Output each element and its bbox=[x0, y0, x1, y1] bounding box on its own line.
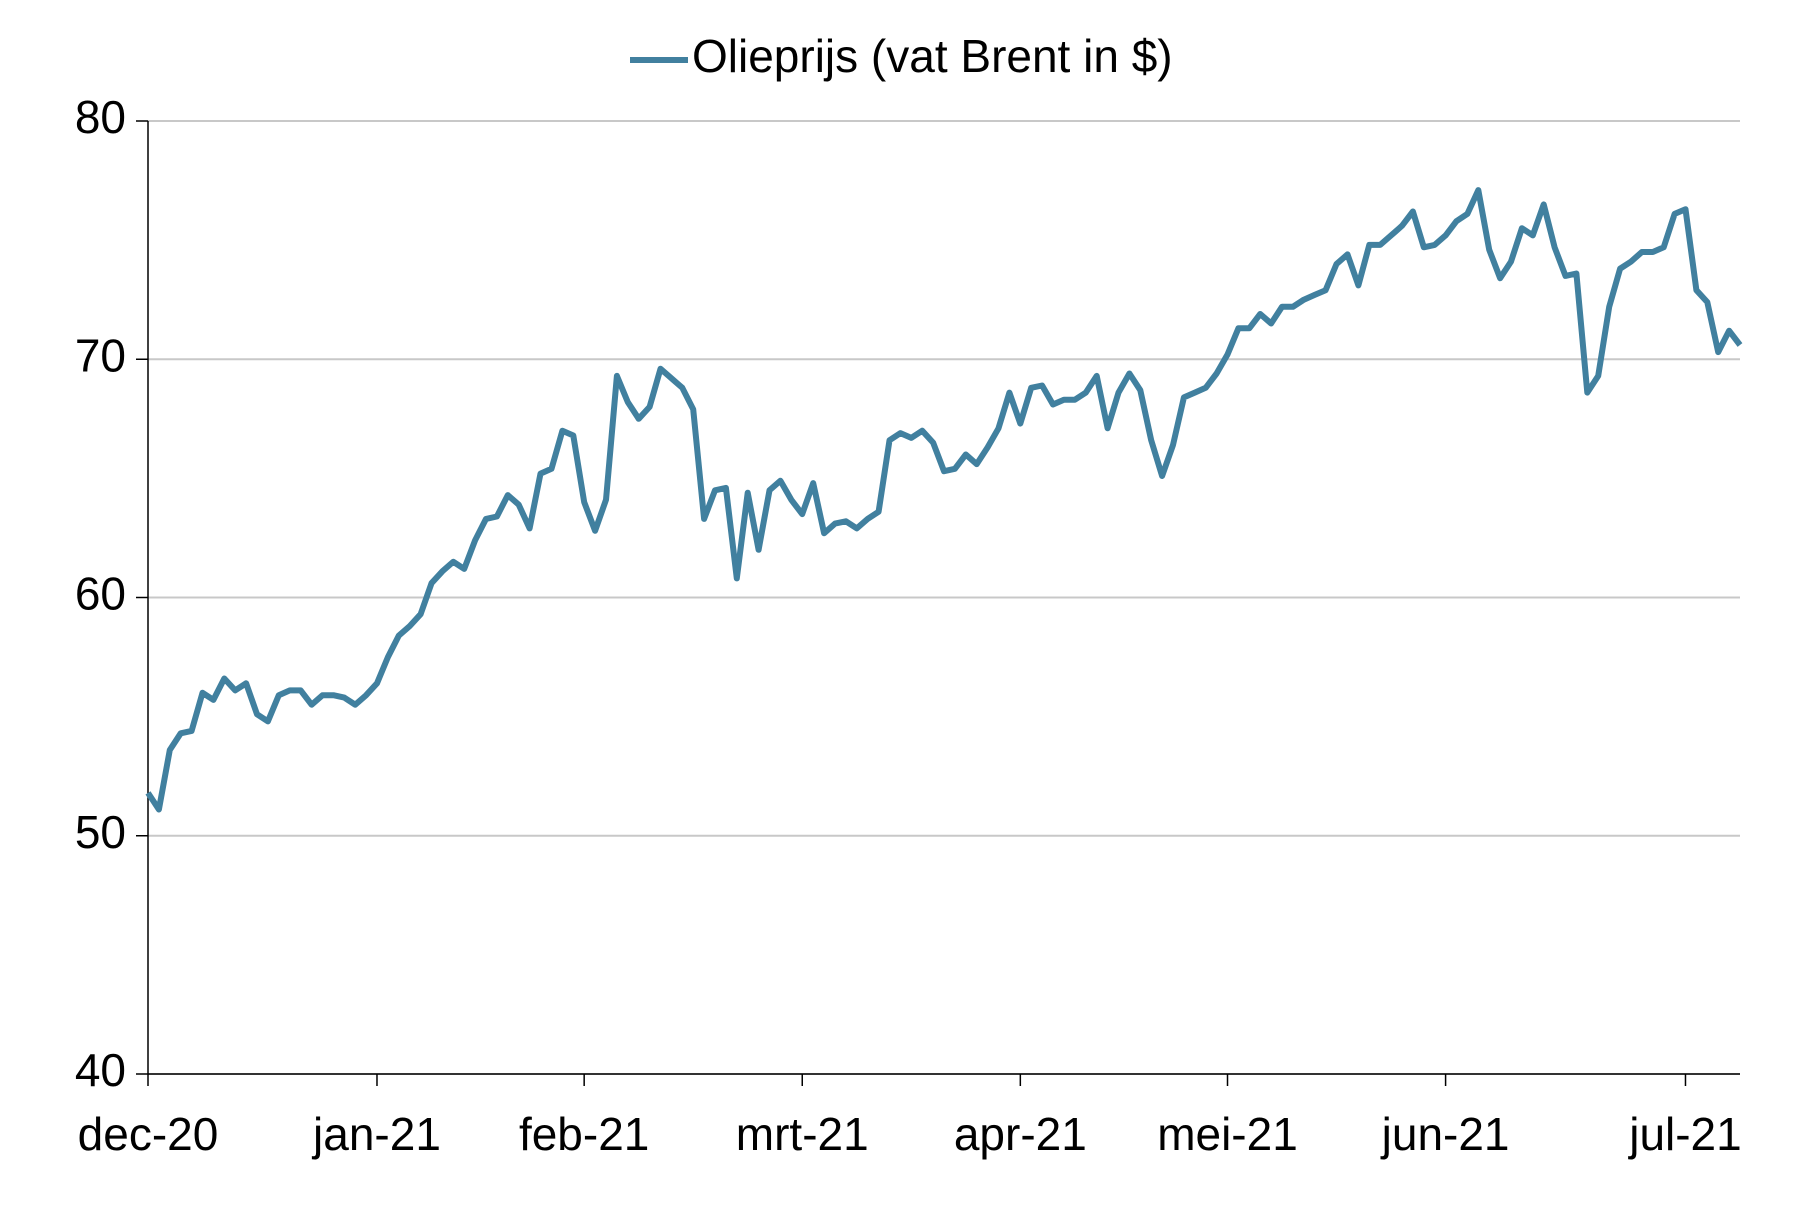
y-tick-label: 60 bbox=[75, 568, 126, 620]
y-tick-label: 80 bbox=[75, 91, 126, 143]
y-tick-label: 70 bbox=[75, 329, 126, 381]
x-tick-label: apr-21 bbox=[954, 1108, 1087, 1160]
line-series bbox=[145, 187, 1743, 813]
x-tick-label: jun-21 bbox=[1380, 1108, 1510, 1160]
x-tick-label: mei-21 bbox=[1157, 1108, 1298, 1160]
x-tick-label: dec-20 bbox=[78, 1108, 219, 1160]
x-tick-label: jul-21 bbox=[1627, 1108, 1742, 1160]
x-tick-label: jan-21 bbox=[311, 1108, 441, 1160]
x-tick-label: mrt-21 bbox=[736, 1108, 869, 1160]
x-tick-label: feb-21 bbox=[519, 1108, 649, 1160]
y-tick-label: 50 bbox=[75, 806, 126, 858]
y-tick-label: 40 bbox=[75, 1044, 126, 1096]
legend-label: Olieprijs (vat Brent in $) bbox=[692, 30, 1173, 82]
